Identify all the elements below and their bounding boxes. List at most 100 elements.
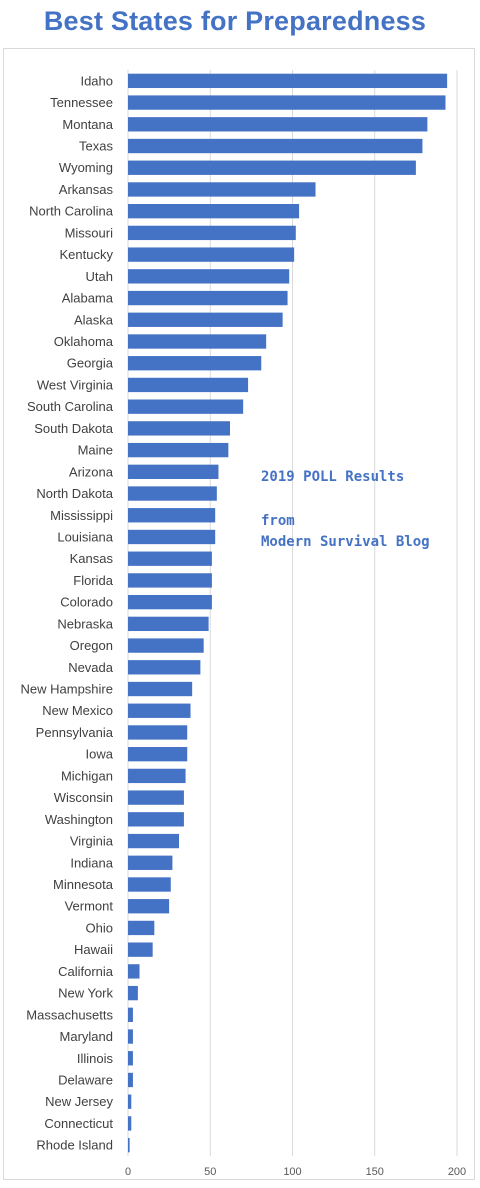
category-label: Connecticut [44, 1116, 113, 1131]
category-label: Wisconsin [54, 790, 113, 805]
bar-arizona [128, 464, 219, 479]
category-label: Oregon [70, 638, 113, 653]
bar-vermont [128, 899, 170, 914]
bar-ohio [128, 920, 155, 936]
category-label: Alaska [74, 312, 114, 327]
bar-montana [128, 117, 428, 132]
bar-south-dakota [128, 421, 230, 436]
category-label: Michigan [61, 768, 113, 783]
category-label: Montana [62, 117, 113, 132]
x-tick-label: 0 [125, 1166, 131, 1178]
category-label: Missouri [65, 225, 114, 240]
x-tick-labels: 0 50 100 150 200 [125, 1166, 466, 1178]
chart-title: Best States for Preparedness [43, 6, 427, 36]
x-tick-label: 200 [448, 1166, 466, 1178]
category-label: Hawaii [74, 942, 113, 957]
bar-utah [128, 269, 290, 284]
category-label: Utah [86, 269, 113, 284]
category-label: Oklahoma [54, 334, 114, 349]
bar-iowa [128, 747, 188, 762]
bar-california [128, 964, 140, 979]
category-label: Iowa [86, 747, 114, 762]
category-label: New Jersey [45, 1094, 113, 1109]
bar-texas [128, 138, 423, 154]
bar-kentucky [128, 247, 295, 262]
category-label: Texas [79, 139, 113, 154]
category-label: New York [58, 986, 113, 1001]
bar-west-virginia [128, 377, 249, 393]
bar-new-mexico [128, 703, 191, 718]
x-tick-label: 100 [283, 1166, 301, 1178]
bar-colorado [128, 594, 212, 610]
bar-washington [128, 812, 184, 827]
category-label: Maine [78, 443, 113, 458]
category-label: Arkansas [59, 182, 114, 197]
plot-frame [3, 48, 475, 1180]
bar-arkansas [128, 182, 316, 197]
bar-virginia [128, 833, 179, 849]
bar-kansas [128, 551, 212, 566]
category-label: Alabama [62, 291, 114, 306]
category-label: Delaware [58, 1072, 113, 1087]
bar-wyoming [128, 160, 416, 175]
bar-north-carolina [128, 204, 300, 219]
category-label: Ohio [86, 920, 113, 935]
category-label: Nevada [68, 660, 114, 675]
bar-rhode-island [128, 1137, 130, 1153]
bar-illinois [128, 1051, 133, 1066]
bar-hawaii [128, 942, 153, 957]
bar-connecticut [128, 1116, 132, 1131]
category-label: Indiana [70, 855, 113, 870]
category-label: Kentucky [60, 247, 114, 262]
bar-new-hampshire [128, 681, 193, 697]
bar-delaware [128, 1072, 133, 1088]
x-tick-label: 150 [366, 1166, 384, 1178]
category-label: Mississippi [50, 508, 113, 523]
bar-minnesota [128, 877, 171, 892]
annotation-poll: 2019 POLL Results [261, 469, 405, 485]
bar-south-carolina [128, 399, 244, 414]
bar-oklahoma [128, 334, 267, 349]
bar-maryland [128, 1029, 133, 1044]
bar-new-jersey [128, 1094, 132, 1109]
bar-georgia [128, 356, 262, 371]
bar-alabama [128, 290, 288, 306]
bar-north-dakota [128, 486, 217, 501]
x-tick-label: 50 [204, 1166, 216, 1178]
bar-tennessee [128, 95, 446, 110]
category-label: Washington [45, 812, 113, 827]
bars [128, 73, 448, 1153]
bar-florida [128, 573, 212, 588]
category-label: South Dakota [34, 421, 114, 436]
bar-indiana [128, 855, 173, 870]
bar-idaho [128, 73, 448, 89]
category-label: Nebraska [57, 616, 113, 631]
bar-louisiana [128, 529, 216, 545]
category-label: Massachusetts [26, 1007, 113, 1022]
category-label: Illinois [77, 1051, 114, 1066]
annotation-from: from [261, 513, 295, 529]
category-label: South Carolina [27, 399, 114, 414]
category-label: Wyoming [59, 160, 113, 175]
category-label: Pennsylvania [36, 725, 114, 740]
category-label: West Virginia [37, 377, 114, 392]
category-label: Rhode Island [36, 1138, 113, 1153]
category-label: Minnesota [53, 877, 114, 892]
bar-nebraska [128, 616, 209, 632]
bar-wisconsin [128, 790, 184, 805]
bar-mississippi [128, 508, 216, 523]
category-label: North Carolina [29, 204, 114, 219]
category-label: Maryland [60, 1029, 113, 1044]
category-label: California [58, 964, 114, 979]
annotation-source: Modern Survival Blog [261, 534, 430, 550]
bar-alaska [128, 312, 283, 327]
bar-maine [128, 442, 229, 458]
category-label: Colorado [60, 595, 113, 610]
bar-oregon [128, 638, 204, 653]
category-labels: Idaho Tennessee Montana Texas Wyoming Arkansa… [21, 73, 114, 1152]
category-label: North Dakota [36, 486, 113, 501]
bar-massachusetts [128, 1007, 133, 1022]
category-label: Idaho [80, 73, 113, 88]
bar-nevada [128, 660, 201, 675]
